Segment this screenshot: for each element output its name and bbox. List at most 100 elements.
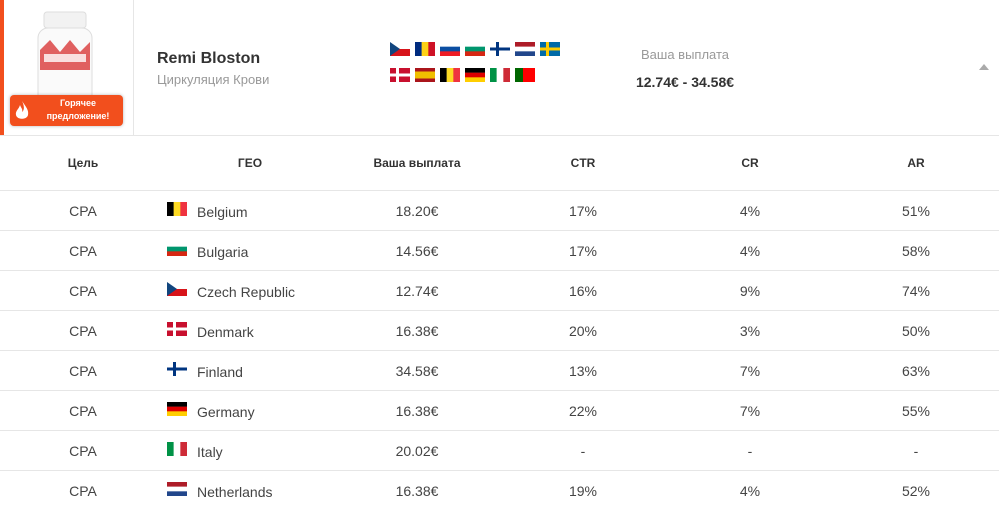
flag (390, 68, 410, 82)
flag-stripe (390, 42, 410, 50)
flag (167, 442, 187, 456)
fire-icon (15, 101, 29, 119)
flag (167, 242, 187, 256)
flag-stripe (167, 402, 187, 407)
flag-stripe (173, 442, 181, 456)
flag-stripe (415, 68, 435, 72)
table-cell: CPA (69, 403, 97, 419)
flag (490, 68, 510, 82)
flag (167, 282, 187, 296)
flag-stripe (465, 77, 485, 82)
flag-stripe (515, 46, 535, 52)
flag-cross (490, 47, 510, 51)
table-cell: CPA (69, 443, 97, 459)
flag-cross (540, 47, 560, 51)
flag-triangle (167, 282, 177, 296)
table-cell: 9% (739, 283, 761, 299)
flag-stripe (440, 68, 447, 82)
table-row: CPA Finland 34.58€ 13% 7% 63% (0, 350, 999, 390)
table-cell: CPA (69, 363, 97, 379)
table-cell: 63% (901, 363, 931, 379)
flag (440, 42, 460, 56)
flag (440, 68, 460, 82)
accent-bar (0, 0, 4, 135)
collapse-toggle[interactable] (978, 62, 990, 72)
flag-stripe (527, 68, 532, 82)
flag (415, 42, 435, 56)
flag-stripe (515, 51, 535, 56)
payout-label: Ваша выплата (640, 47, 730, 62)
flag (390, 42, 410, 56)
table-cell: 58% (901, 243, 931, 259)
flag-stripe (465, 72, 485, 78)
flag (167, 402, 187, 416)
country-name: Netherlands (197, 484, 273, 500)
flag (465, 42, 485, 56)
flag-stripe (167, 202, 174, 216)
table-row: CPA Czech Republic 12.74€ 16% 9% 74% (0, 270, 999, 310)
flag (415, 68, 435, 82)
flag (167, 322, 187, 336)
table-cell: 14.56€ (395, 243, 439, 259)
flag-stripe (167, 282, 187, 290)
table-cell: 52% (901, 483, 931, 499)
flag (540, 42, 560, 56)
table-cell: 55% (901, 403, 931, 419)
flag-stripe (167, 482, 187, 487)
flag-stripe (415, 78, 435, 82)
table-cell: 4% (739, 203, 761, 219)
table-cell: 19% (568, 483, 598, 499)
table-cell: 16.38€ (395, 323, 439, 339)
flag-stripe (180, 442, 187, 456)
table-cell: 3% (739, 323, 761, 339)
flag-stripe (415, 75, 435, 79)
table-cell: 22% (568, 403, 598, 419)
flag (167, 482, 187, 496)
flag-stripe (440, 51, 460, 56)
column-header: AR (907, 156, 925, 170)
flag-stripe (167, 289, 187, 296)
column-header: Цель (67, 156, 99, 170)
flag-stripe (167, 246, 187, 252)
table-cell: 18.20€ (395, 203, 439, 219)
flag (465, 68, 485, 82)
flag-stripe (496, 68, 504, 82)
table-cell: 4% (739, 243, 761, 259)
table-row: CPA Germany 16.38€ 22% 7% 55% (0, 390, 999, 430)
geo-table: Цель ГЕО Ваша выплата CTR CR AR CPA Belgium 18.2… (0, 136, 999, 508)
table-cell: 74% (901, 283, 931, 299)
table-cell: - (913, 443, 919, 459)
flag (515, 42, 535, 56)
table-cell: 34.58€ (395, 363, 439, 379)
flag-stripe (515, 42, 535, 47)
flag-stripe (390, 49, 410, 56)
table-cell: - (580, 443, 586, 459)
column-header: CR (741, 156, 759, 170)
column-header: ГЕО (237, 156, 263, 170)
flag-cross (167, 367, 187, 371)
flag-stripe (465, 42, 485, 47)
table-cell: 20% (568, 323, 598, 339)
hot-badge: Горячее предложение! (10, 95, 123, 126)
table-row: CPA Italy 20.02€ - - - (0, 430, 999, 470)
country-name: Italy (197, 444, 223, 460)
table-row: CPA Denmark 16.38€ 20% 3% 50% (0, 310, 999, 350)
flag-stripe (465, 46, 485, 52)
table-cell: 16.38€ (395, 483, 439, 499)
country-name: Finland (197, 364, 243, 380)
flag-stripe (415, 42, 422, 56)
product-category: Циркуляция Крови (157, 72, 270, 87)
flag-stripe (167, 411, 187, 416)
flag-stripe (531, 68, 535, 82)
flag-cross (167, 327, 187, 331)
flag-stripe (519, 68, 524, 82)
product-image (37, 11, 93, 109)
divider (133, 0, 134, 135)
flag-stripe (173, 202, 181, 216)
country-name: Denmark (197, 324, 254, 340)
payout-range: 12.74€ - 34.58€ (635, 74, 735, 90)
flag-stripe (167, 251, 187, 256)
product-name[interactable]: Remi Bloston (157, 50, 261, 67)
table-cell: 16% (568, 283, 598, 299)
